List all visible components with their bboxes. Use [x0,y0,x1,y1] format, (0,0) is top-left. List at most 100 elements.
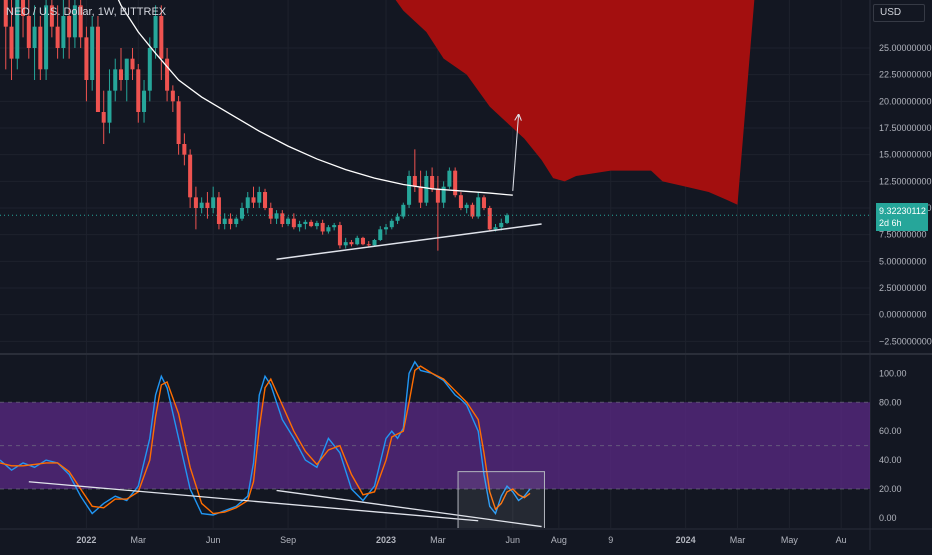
candle-body-w-4 [61,16,66,48]
candle-body-w59 [424,176,429,203]
candle-body-w46 [349,242,354,245]
moving-average-line [117,0,513,196]
candle-body-w21 [205,202,210,208]
candle-body-w54 [395,216,400,221]
time-tick-label: Mar [730,535,746,545]
price-tick-label: 15.00000000 [879,150,932,160]
oscillator-divergence-line [276,489,542,528]
candle-body-w5 [113,69,118,91]
candle-body-w-7 [44,5,49,70]
time-tick-label: Mar [430,535,446,545]
candle-body-w66 [464,204,469,208]
candle-body-w2 [95,26,100,113]
candle-body-w72 [499,222,504,228]
axes: 25.00000000 22.50000000 20.00000000 17.5000… [76,43,931,545]
candle-body-w58 [418,186,423,203]
candle-body-w-3 [67,16,72,38]
symbol-title[interactable]: NEO / U.S. Dollar, 1W, BITTREX [6,6,167,18]
candle-body-w3 [101,112,106,123]
price-tick-label: 12.50000000 [879,176,932,186]
candle-body-w17 [182,144,187,155]
candle-body-w24 [222,218,227,224]
price-tick-label: 0.00000000 [879,310,927,320]
candle-body-w18 [188,154,193,198]
candle-body-w25 [228,218,233,224]
candle-body-w32 [268,208,273,219]
main-overlays [0,0,870,260]
stoch-d-line [0,365,531,515]
candle-body-w60 [430,176,435,189]
oscillator-pane [0,401,870,490]
candle-body-w35 [286,218,291,224]
candle-body-w7 [124,58,129,80]
support-trend-line [276,223,542,260]
currency-selector[interactable]: USD [873,4,925,22]
oscillator-trend-line [28,481,479,522]
candle-body-w-12 [15,0,20,59]
time-tick-label: Sep [280,535,296,545]
candle-body-w70 [487,208,492,230]
candle-body-w16 [176,101,181,144]
candle-body-w43 [332,225,337,228]
time-tick-label: Jun [506,535,521,545]
candle-body-w47 [355,237,360,245]
candle-body-w1 [90,26,95,81]
candle-body-w50 [372,240,377,246]
last-price-value: 9.32230112 [879,206,926,216]
candle-body-w64 [453,170,458,196]
candle-body-w9 [136,69,141,112]
highlight-box [457,471,545,528]
candle-body-w-13 [9,26,14,59]
candle-body-w10 [142,90,147,112]
price-tick-label: 17.50000000 [879,123,932,133]
candle-body-w68 [476,197,481,217]
price-tick-label: 22.50000000 [879,70,932,80]
candle-body-w48 [360,237,365,245]
candle-body-w8 [130,58,135,70]
candle-body-w61 [435,188,440,203]
candle-body-w-14 [3,0,8,27]
candle-body-w-6 [49,5,54,27]
candle-body-w63 [447,170,452,187]
candle-body-w11 [147,48,152,91]
candle-body-w4 [107,90,112,123]
candle-body-w45 [343,242,348,246]
time-tick-label: Mar [131,535,147,545]
time-tick-label: May [781,535,799,545]
time-tick-label: 2024 [676,535,696,545]
osc-tick-label: 80.00 [879,397,902,407]
last-price-tag: 9.32230112 2d 6h [876,203,928,231]
candle-body-w30 [257,192,262,203]
candle-body-w12 [153,16,158,48]
candle-body-w56 [407,176,412,205]
candle-body-w52 [384,227,389,230]
time-tick-label: 9 [608,535,613,545]
candle-body-w67 [470,204,475,217]
osc-tick-label: 20.00 [879,484,902,494]
resistance-cloud-area [395,0,755,205]
resistance-cloud [395,0,755,205]
candle-body-w57 [412,176,417,187]
candle-body-w51 [378,229,383,240]
candle-body-w15 [170,90,175,102]
candle-body-w40 [314,222,319,227]
price-tick-label: 7.50000000 [879,230,927,240]
candle-body-w-1 [78,5,83,38]
candle-body-w0 [84,37,89,80]
candle-body-w26 [234,218,239,224]
candle-body-w34 [280,213,285,224]
price-tick-label: 25.00000000 [879,43,932,53]
candle-body-w37 [297,224,302,228]
candle-body-w20 [199,202,204,208]
candle-body-w14 [165,58,170,91]
candle-body-w19 [193,197,198,208]
candle-body-w23 [216,197,221,224]
projection-arrow [512,115,519,191]
price-tick-label: 5.00000000 [879,256,927,266]
candlestick-series [3,0,510,251]
candle-body-w71 [493,227,498,230]
candle-body-w-10 [26,16,31,48]
candle-body-w55 [401,204,406,217]
